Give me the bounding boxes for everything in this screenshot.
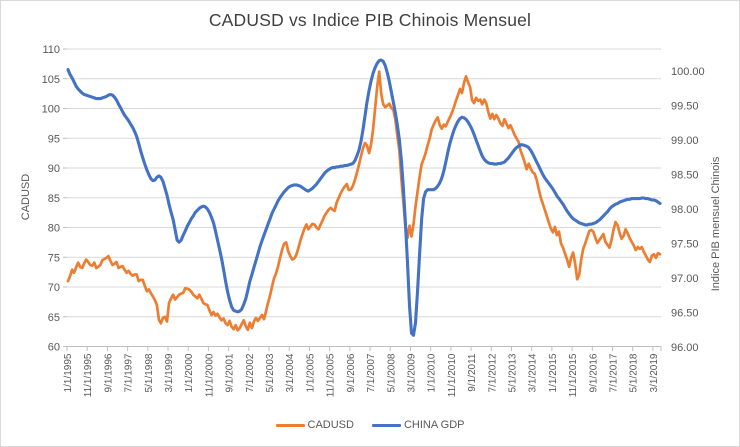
x-axis-tick-label: 1/1/1995 <box>63 353 74 392</box>
left-axis-tick-label: 70 <box>48 282 60 294</box>
x-axis-tick-label: 5/1/2008 <box>386 353 397 392</box>
x-axis-tick-label: 5/1/2018 <box>629 353 640 392</box>
x-axis-tick-label: 9/1/2011 <box>467 353 478 392</box>
x-axis-tick-label: 11/1/2010 <box>447 353 458 397</box>
left-axis-title: CADUSD <box>20 173 32 221</box>
legend-item-cadusd: CADUSD <box>275 419 354 431</box>
legend: CADUSD CHINA GDP <box>1 419 739 431</box>
x-axis-tick-label: 3/1/2014 <box>528 353 539 392</box>
right-axis-tick-label: 100.00 <box>671 66 705 78</box>
x-axis-tick-label: 7/1/2012 <box>487 353 498 392</box>
x-axis-tick-label: 5/1/1998 <box>144 353 155 392</box>
x-axis-tick-label: 1/1/2005 <box>305 353 316 392</box>
right-axis-tick-label: 96.50 <box>671 308 699 320</box>
right-axis-tick-label: 99.00 <box>671 135 699 147</box>
x-axis-tick-label: 1/1/2010 <box>427 353 438 392</box>
x-axis-tick-label: 7/1/2002 <box>245 353 256 392</box>
right-axis-tick-label: 97.00 <box>671 273 699 285</box>
right-axis-tick-label: 97.50 <box>671 239 699 251</box>
left-axis-tick-label: 105 <box>42 74 60 86</box>
x-axis-tick-label: 7/1/2017 <box>609 353 620 392</box>
x-axis-tick-label: 7/1/2007 <box>366 353 377 392</box>
x-axis-tick-label: 11/1/1995 <box>83 353 94 397</box>
left-axis-tick-label: 110 <box>42 44 60 56</box>
x-axis-tick-label: 11/1/2015 <box>568 353 579 397</box>
right-axis-tick-label: 99.50 <box>671 101 699 113</box>
x-axis-tick-label: 11/1/2000 <box>204 353 215 397</box>
legend-label-cadusd: CADUSD <box>307 419 354 431</box>
x-axis-tick-label: 9/1/2001 <box>225 353 236 392</box>
x-axis-tick-label: 5/1/2013 <box>507 353 518 392</box>
x-axis-tick-label: 1/1/2015 <box>548 353 559 392</box>
right-axis-tick-label: 98.00 <box>671 204 699 216</box>
left-axis-tick-label: 85 <box>48 193 60 205</box>
china-gdp-series-line <box>66 58 662 337</box>
x-axis-tick-label: 11/1/2005 <box>326 353 337 397</box>
china-gdp-line-swatch-icon <box>371 423 401 427</box>
x-axis-tick-label: 3/1/2009 <box>406 353 417 392</box>
legend-item-china-gdp: CHINA GDP <box>371 419 465 431</box>
left-axis-tick-label: 75 <box>48 252 60 264</box>
left-axis-tick-label: 95 <box>48 133 60 145</box>
left-axis-tick-label: 60 <box>48 342 60 354</box>
cadusd-series-line <box>66 70 662 332</box>
chart-title: CADUSD vs Indice PIB Chinois Mensuel <box>208 10 532 30</box>
x-axis-tick-label: 9/1/2006 <box>346 353 357 392</box>
x-axis-tick-label: 1/1/2000 <box>184 353 195 392</box>
right-axis-tick-label: 96.00 <box>671 342 699 354</box>
left-axis-tick-label: 90 <box>48 163 60 175</box>
left-axis-tick-label: 65 <box>48 312 60 324</box>
x-axis-tick-label: 7/1/1997 <box>124 353 135 392</box>
left-axis-tick-label: 100 <box>42 104 60 116</box>
right-axis-title: Indice PIB mensuel Chinois <box>710 156 722 292</box>
right-axis-tick-label: 98.50 <box>671 170 699 182</box>
x-axis-tick-label: 3/1/2004 <box>285 353 296 392</box>
legend-label-china-gdp: CHINA GDP <box>403 419 465 431</box>
x-axis-tick-label: 3/1/2019 <box>649 353 660 392</box>
cadusd-line-swatch-icon <box>275 423 305 427</box>
x-axis-tick-label: 9/1/1996 <box>103 353 114 392</box>
left-axis-tick-label: 80 <box>48 223 60 235</box>
x-axis-tick-label: 9/1/2016 <box>588 353 599 392</box>
x-axis-tick-label: 3/1/1999 <box>164 353 175 392</box>
x-axis-tick-label: 5/1/2003 <box>265 353 276 392</box>
